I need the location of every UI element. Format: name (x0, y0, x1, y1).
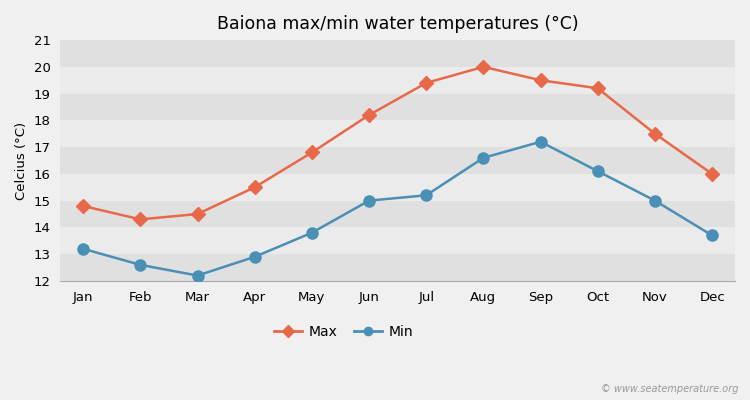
Bar (60, 201, 735, 227)
Bar (60, 254, 735, 281)
Max (650, 131, 659, 136)
Max (364, 113, 374, 118)
Min (193, 273, 202, 278)
Min (308, 230, 316, 235)
Max (193, 212, 202, 216)
Text: © www.seatemperature.org: © www.seatemperature.org (602, 384, 739, 394)
Min (593, 169, 602, 174)
Bar (60, 174, 735, 201)
Min (364, 198, 374, 203)
Min (536, 139, 545, 144)
Max (422, 80, 430, 85)
Bar (60, 147, 735, 174)
Min (708, 233, 717, 238)
Bar (60, 40, 735, 67)
Max (136, 217, 145, 222)
Max (479, 64, 488, 69)
Max (251, 185, 260, 190)
Bar (60, 67, 735, 94)
Y-axis label: Celcius (°C): Celcius (°C) (15, 122, 28, 200)
Min (650, 198, 659, 203)
Line: Max: Max (78, 62, 717, 224)
Min (136, 262, 145, 267)
Max (593, 86, 602, 91)
Min (479, 156, 488, 160)
Min (251, 254, 260, 259)
Max (536, 78, 545, 83)
Bar (60, 227, 735, 254)
Line: Min: Min (77, 136, 718, 281)
Max (708, 172, 717, 176)
Bar (60, 94, 735, 120)
Min (79, 246, 88, 251)
Max (79, 204, 88, 208)
Min (422, 193, 430, 198)
Bar (60, 120, 735, 147)
Max (308, 150, 316, 155)
Legend: Max, Min: Max, Min (268, 319, 419, 344)
Title: Baiona max/min water temperatures (°C): Baiona max/min water temperatures (°C) (217, 15, 578, 33)
